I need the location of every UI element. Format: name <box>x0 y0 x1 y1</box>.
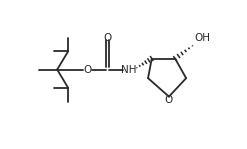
Text: OH: OH <box>195 33 211 43</box>
Text: O: O <box>103 33 112 43</box>
Text: O: O <box>84 65 92 75</box>
Text: O: O <box>165 95 173 105</box>
Text: NH: NH <box>121 65 136 75</box>
